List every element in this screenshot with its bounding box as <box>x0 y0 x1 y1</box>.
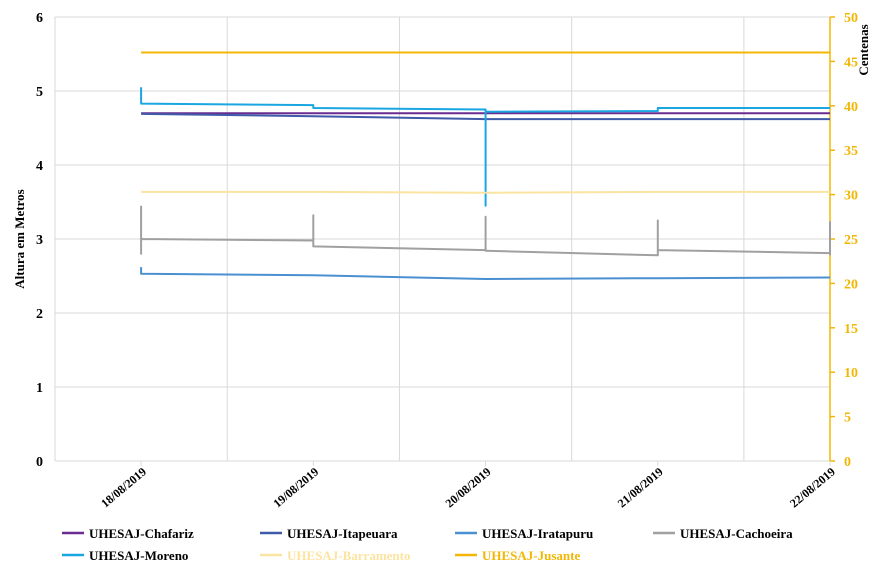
y2-axis-title: Centenas <box>856 24 871 75</box>
x-tick-label: 21/08/2019 <box>615 465 666 511</box>
y-tick-label: 5 <box>36 85 43 100</box>
series-line-uhesaj-moreno <box>140 87 830 207</box>
legend-label: UHESAJ-Jusante <box>482 548 580 563</box>
y2-tick-label: 20 <box>844 277 858 292</box>
legend-label: UHESAJ-Moreno <box>89 548 188 563</box>
legend: UHESAJ-Chafariz UHESAJ-Itapeuara UHESAJ-Ir… <box>62 526 793 563</box>
y2-tick-label: 40 <box>844 100 858 115</box>
x-tick-label: 20/08/2019 <box>443 465 494 511</box>
x-tick-label: 18/08/2019 <box>98 465 149 511</box>
x-tick-label: 22/08/2019 <box>787 465 838 511</box>
y2-tick-label: 45 <box>844 55 858 70</box>
y2-tick-label: 50 <box>844 11 858 26</box>
y2-tick-label: 35 <box>844 144 858 159</box>
y2-tick-label: 25 <box>844 233 858 248</box>
y-axis-title: Altura em Metros <box>12 189 27 288</box>
y-tick-label: 6 <box>36 11 43 26</box>
series-line-uhesaj-barramento <box>141 190 830 194</box>
y-tick-label: 3 <box>36 233 43 248</box>
series-lines <box>140 51 831 280</box>
legend-label: UHESAJ-Chafariz <box>89 526 194 541</box>
legend-label: UHESAJ-Iratapuru <box>482 526 593 541</box>
legend-label: UHESAJ-Barramento <box>287 548 411 563</box>
y2-tick-label: 30 <box>844 189 858 204</box>
series-line-uhesaj-iratapuru <box>140 267 831 280</box>
legend-label: UHESAJ-Itapeuara <box>287 526 398 541</box>
axes <box>54 16 835 466</box>
x-tick-label: 19/08/2019 <box>270 465 321 511</box>
y-tick-label: 2 <box>36 307 43 322</box>
y2-tick-label: 15 <box>844 322 858 337</box>
legend-label: UHESAJ-Cachoeira <box>680 526 793 541</box>
y2-tick-label: 5 <box>844 411 851 426</box>
series-line-uhesaj-cachoeira <box>140 205 831 257</box>
y-tick-label: 1 <box>36 381 43 396</box>
y2-tick-label: 0 <box>844 455 851 470</box>
y-tick-label: 4 <box>36 159 43 174</box>
y-tick-label: 0 <box>36 455 43 470</box>
y2-tick-label: 10 <box>844 366 858 381</box>
